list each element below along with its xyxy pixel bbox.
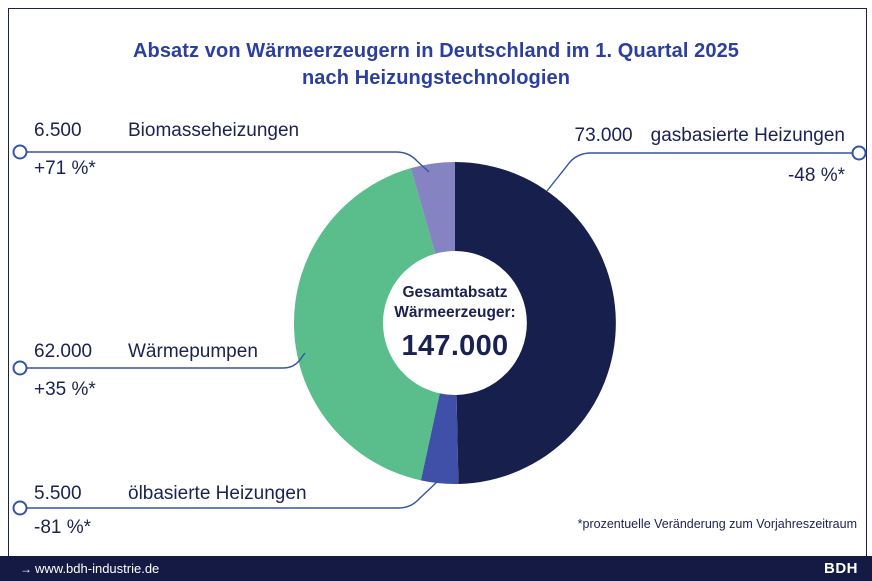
page-title-line2: nach Heizungstechnologien: [301, 67, 571, 89]
leader-dot-gas: [851, 145, 867, 161]
footnote: *prozentuelle Veränderung zum Vorjahresz…: [577, 517, 857, 531]
donut-slice-gas: [455, 162, 616, 484]
footer-website: → www.bdh-industrie.de: [20, 561, 159, 576]
leader-path-oel: [27, 480, 439, 509]
slice-label-biomasse: 6.500 Biomasseheizungen +71 %*: [34, 119, 299, 180]
leader-path-waermepumpen: [27, 352, 306, 369]
donut-slice-oel: [420, 393, 459, 484]
leader-line-waermepumpen: [12, 352, 306, 376]
leader-line-gas: [546, 145, 867, 192]
arrow-icon: →: [20, 561, 32, 576]
biomasse-change: +71 %*: [34, 158, 96, 179]
leader-dot-oel: [12, 500, 28, 516]
leader-dot-waermepumpen: [12, 360, 28, 376]
leader-line-biomasse: [12, 144, 430, 173]
oel-name: ölbasierte Heizungen: [128, 483, 307, 504]
waermepumpen-value: 62.000: [34, 341, 93, 362]
leader-dot-biomasse: [12, 144, 28, 160]
page-title-line1: Absatz von Wärmeerzeugern in Deutschland…: [132, 40, 740, 62]
footer-bar: → www.bdh-industrie.de BDH: [0, 556, 872, 581]
slice-label-gas: 73.000 gasbasierte Heizungen -48 %*: [575, 124, 845, 187]
total-value: 147.000: [401, 330, 509, 362]
total-label-line2: Wärmeerzeuger:: [394, 304, 516, 321]
biomasse-value: 6.500: [34, 120, 82, 141]
donut-chart: [293, 161, 616, 484]
gas-name: gasbasierte Heizungen: [650, 125, 845, 146]
waermepumpen-change: +35 %*: [34, 379, 96, 400]
oel-value: 5.500: [34, 483, 82, 504]
oel-change: -81 %*: [34, 517, 92, 538]
biomasse-name: Biomasseheizungen: [128, 120, 300, 141]
donut-center-label: Gesamtabsatz Wärmeerzeuger: 147.000: [370, 283, 540, 363]
leader-path-biomasse: [27, 151, 430, 173]
slice-label-oel: 5.500 ölbasierte Heizungen -81 %*: [34, 482, 307, 539]
page-title: Absatz von Wärmeerzeugern in Deutschland…: [0, 38, 872, 92]
donut-slice-biomasse: [410, 161, 455, 254]
leader-line-oel: [12, 480, 439, 516]
total-label-line1: Gesamtabsatz: [402, 284, 508, 301]
gas-change: -48 %*: [787, 165, 845, 186]
waermepumpen-name: Wärmepumpen: [128, 341, 258, 362]
footer-website-text: www.bdh-industrie.de: [35, 561, 160, 576]
gas-value: 73.000: [574, 125, 633, 146]
bdh-logo: BDH: [824, 560, 858, 577]
leader-path-gas: [546, 152, 852, 192]
slice-label-waermepumpen: 62.000 Wärmepumpen +35 %*: [34, 340, 258, 401]
donut-slice-waermepumpen: [293, 168, 440, 481]
